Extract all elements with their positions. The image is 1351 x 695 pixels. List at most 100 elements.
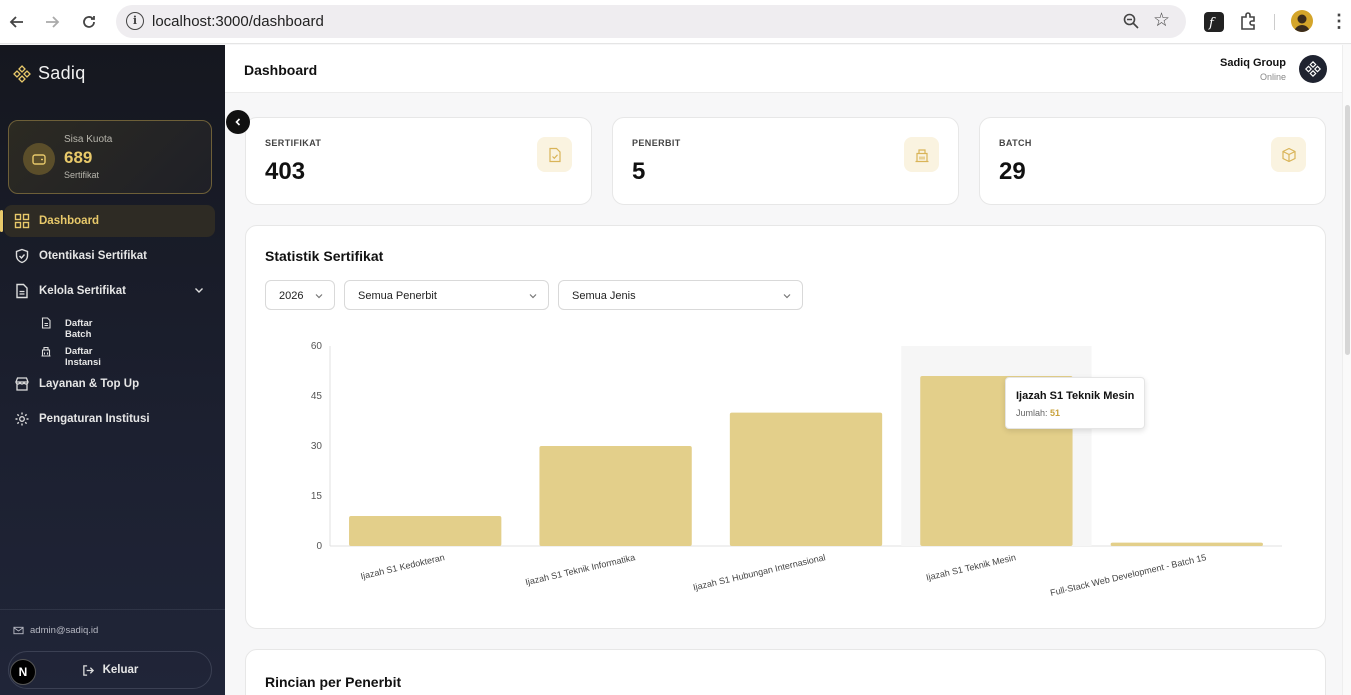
chevron-down-icon bbox=[529, 294, 537, 299]
file-check-icon bbox=[537, 137, 572, 172]
detail-card: Rincian per Penerbit bbox=[245, 649, 1326, 695]
page-title: Dashboard bbox=[244, 62, 318, 78]
publisher-select[interactable]: Semua Penerbit bbox=[344, 280, 549, 310]
sadiq-logo-icon bbox=[13, 64, 31, 83]
brand[interactable]: Sadiq bbox=[12, 63, 86, 84]
stat-card-sertifikat: SERTIFIKAT 403 bbox=[245, 117, 592, 205]
stat-card-batch: BATCH 29 bbox=[979, 117, 1326, 205]
sidebar-item-pengaturan[interactable]: Pengaturan Institusi bbox=[4, 403, 215, 435]
tooltip-value: 51 bbox=[1050, 408, 1061, 418]
stat-value: 29 bbox=[999, 158, 1026, 185]
bar-chart: 0 15 30 45 60 Ijazah S1 Kedokteran Ijazah S1 T… bbox=[311, 341, 1282, 598]
y-tick-label: 60 bbox=[311, 341, 323, 352]
publisher-select-value: Semua Penerbit bbox=[358, 290, 437, 302]
building-icon bbox=[41, 346, 51, 357]
sidebar-divider bbox=[0, 609, 225, 610]
chevron-down-icon bbox=[315, 294, 323, 299]
tooltip-title: Ijazah S1 Teknik Mesin bbox=[1016, 390, 1135, 402]
stat-value: 403 bbox=[265, 158, 306, 185]
sidebar-item-dashboard[interactable]: Dashboard bbox=[0, 205, 215, 237]
profile-avatar[interactable] bbox=[1291, 10, 1313, 32]
svg-text:f: f bbox=[1208, 16, 1216, 31]
sidebar-subitem-label: Daftar Batch bbox=[65, 318, 93, 340]
sidebar-item-kelola-sertifikat[interactable]: Kelola Sertifikat bbox=[4, 275, 215, 307]
sidebar: Sadiq Sisa Kuota 689 Sertifikat Dashboar… bbox=[0, 45, 225, 695]
page-header: Dashboard Sadiq Group Online bbox=[225, 45, 1342, 93]
detail-title: Rincian per Penerbit bbox=[265, 674, 402, 690]
kebab-icon[interactable]: ⋮ bbox=[1330, 11, 1348, 31]
logout-button[interactable]: Keluar bbox=[8, 651, 212, 689]
chevron-down-icon bbox=[783, 294, 791, 299]
store-icon bbox=[15, 377, 29, 391]
stat-label: PENERBIT bbox=[632, 138, 681, 148]
quota-card: Sisa Kuota 689 Sertifikat bbox=[8, 120, 212, 194]
chart-bar bbox=[1110, 542, 1263, 546]
x-tick-label: Ijazah S1 Teknik Informatika bbox=[524, 552, 636, 587]
dev-badge[interactable]: N bbox=[10, 659, 36, 685]
extension-f-icon[interactable]: f bbox=[1203, 11, 1225, 33]
x-tick-label: Ijazah S1 Hubungan Internasional bbox=[692, 552, 826, 592]
forward-icon[interactable] bbox=[40, 10, 64, 34]
quota-label: Sisa Kuota bbox=[64, 134, 113, 145]
user-email-text: admin@sadiq.id bbox=[30, 625, 99, 636]
user-name: Sadiq Group bbox=[1220, 57, 1286, 69]
y-tick-label: 30 bbox=[311, 441, 323, 452]
browser-toolbar: i localhost:3000/dashboard ☆ f ⋮ bbox=[0, 0, 1351, 44]
toolbar-separator bbox=[1274, 14, 1275, 30]
stat-label: SERTIFIKAT bbox=[265, 138, 322, 148]
document-icon bbox=[16, 283, 28, 299]
back-icon[interactable] bbox=[5, 10, 29, 34]
x-tick-label: Ijazah S1 Kedokteran bbox=[360, 552, 446, 581]
chevron-down-icon[interactable] bbox=[193, 284, 205, 296]
logout-label: Keluar bbox=[102, 664, 139, 676]
chart-title: Statistik Sertifikat bbox=[265, 248, 384, 264]
type-select[interactable]: Semua Jenis bbox=[558, 280, 803, 310]
sidebar-item-label: Kelola Sertifikat bbox=[39, 285, 126, 297]
avatar[interactable] bbox=[1299, 55, 1327, 83]
sidebar-collapse-button[interactable] bbox=[226, 110, 250, 134]
y-tick-label: 45 bbox=[311, 391, 323, 402]
stat-label: BATCH bbox=[999, 138, 1032, 148]
star-icon[interactable]: ☆ bbox=[1152, 10, 1170, 31]
sidebar-item-label: Layanan & Top Up bbox=[39, 378, 140, 390]
document-icon bbox=[41, 317, 51, 329]
user-status: Online bbox=[1259, 72, 1286, 82]
x-tick-label: Ijazah S1 Teknik Mesin bbox=[925, 552, 1017, 582]
sidebar-item-otentikasi[interactable]: Otentikasi Sertifikat bbox=[4, 240, 215, 272]
wallet-icon bbox=[23, 143, 55, 175]
chart-card: Statistik Sertifikat 2026 Semua Penerbit… bbox=[245, 225, 1326, 629]
quota-value: 689 bbox=[64, 148, 93, 167]
box-icon bbox=[1271, 137, 1306, 172]
stat-card-penerbit: PENERBIT 5 bbox=[612, 117, 959, 205]
mail-icon bbox=[13, 626, 24, 635]
stat-value: 5 bbox=[632, 158, 646, 185]
page-scrollbar[interactable] bbox=[1342, 45, 1351, 695]
chart-tooltip: Ijazah S1 Teknik Mesin Jumlah: 51 bbox=[1005, 377, 1145, 429]
x-tick-label: Full-Stack Web Development - Batch 15 bbox=[1049, 552, 1207, 598]
logout-icon bbox=[82, 664, 94, 676]
y-tick-label: 0 bbox=[316, 541, 322, 552]
y-tick-label: 15 bbox=[311, 491, 323, 502]
sadiq-logo-icon bbox=[1304, 60, 1322, 78]
reload-icon[interactable] bbox=[77, 10, 101, 34]
sidebar-item-label: Otentikasi Sertifikat bbox=[39, 250, 148, 262]
url-text[interactable]: localhost:3000/dashboard bbox=[152, 13, 324, 30]
grid-icon bbox=[14, 213, 30, 229]
shield-check-icon bbox=[15, 248, 29, 264]
quota-sub: Sertifikat bbox=[64, 170, 100, 180]
building-icon bbox=[904, 137, 939, 172]
zoom-icon[interactable] bbox=[1122, 12, 1140, 30]
type-select-value: Semua Jenis bbox=[572, 290, 636, 302]
chart-bar bbox=[349, 516, 502, 546]
extension-icon[interactable] bbox=[1238, 11, 1260, 33]
chart-bar bbox=[539, 446, 692, 546]
gear-icon bbox=[15, 412, 29, 426]
sidebar-subitem-label: Daftar Instansi bbox=[65, 346, 101, 368]
scrollbar-thumb[interactable] bbox=[1345, 105, 1350, 355]
sidebar-item-label: Pengaturan Institusi bbox=[39, 413, 150, 425]
tooltip-label: Jumlah: bbox=[1016, 408, 1048, 418]
address-bar[interactable]: i localhost:3000/dashboard ☆ bbox=[116, 5, 1186, 38]
info-icon[interactable]: i bbox=[126, 12, 144, 30]
sidebar-item-layanan[interactable]: Layanan & Top Up bbox=[4, 368, 215, 400]
year-select[interactable]: 2026 bbox=[265, 280, 335, 310]
